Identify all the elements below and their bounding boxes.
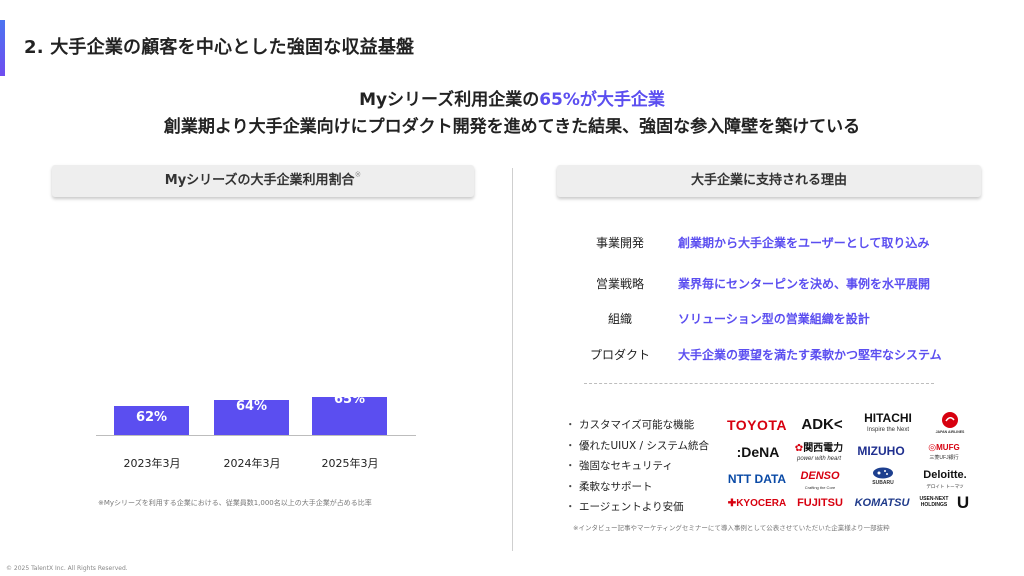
feature-text: 強固なセキュリティ [579, 460, 673, 472]
mizuho-logo: MIZUHO [857, 444, 905, 458]
reason-row: 事業開発 創業期から大手企業をユーザーとして取り込み [560, 234, 980, 254]
category-label: 2025年3月 [321, 457, 379, 470]
feature-text: 優れたUIUX / システム統合 [579, 439, 710, 452]
kyocera-logo: ✚KYOCERA [726, 498, 788, 509]
dena-dot-icon: : [736, 444, 742, 460]
headline-highlight: 65%が大手企業 [539, 90, 665, 110]
deloitte-logo: Deloitte. デロイト トーマツ [916, 468, 974, 492]
bullet: ・ [565, 460, 576, 472]
kansai-flower-icon: ✿ [794, 443, 804, 454]
feature-text: エージェントより安価 [579, 501, 684, 513]
category-label: 2024年3月 [223, 457, 281, 470]
usen-u-logo: U [956, 493, 970, 512]
reason-row: 営業戦略 業界毎にセンターピンを決め、事例を水平展開 [560, 275, 980, 295]
reason-row: プロダクト 大手企業の要望を満たす柔軟かつ堅牢なシステム [560, 346, 980, 366]
left-panel-header: Myシリーズの大手企業利用割合※ [52, 165, 474, 197]
mufg-circle-icon: ◎ [928, 442, 937, 452]
adk-arrow-icon: < [833, 416, 843, 433]
headline: Myシリーズ利用企業の65%が大手企業 [0, 85, 1024, 110]
bar-value-label: 64% [235, 399, 268, 415]
reason-value: ソリューション型の営業組織を設計 [678, 312, 870, 326]
deloitte-logo-sub: デロイト トーマツ [926, 484, 964, 489]
right-footnote: ※インタビュー記事やマーケティングセミナーにて導入事例として公表させていただいた… [573, 524, 890, 532]
toyota-logo: TOYOTA [726, 417, 788, 433]
subaru-logo-text: SUBARU [872, 480, 894, 486]
kyocera-logo-text: KYOCERA [736, 498, 787, 509]
chart-baseline [96, 435, 416, 436]
feature-item: ・エージェントより安価 [565, 499, 709, 520]
jal-crane-icon [942, 412, 958, 428]
chart-bar [312, 396, 387, 435]
mufg-logo-sub: 三菱UFJ銀行 [929, 455, 959, 461]
hitachi-logo-text: HITACHI [864, 411, 912, 425]
feature-list: ・カスタマイズ可能な機能 ・優れたUIUX / システム統合 ・強固なセキュリテ… [565, 417, 709, 520]
feature-item: ・カスタマイズ可能な機能 [565, 417, 709, 438]
adk-logo-text: ADK [801, 416, 834, 433]
reason-row: 組織 ソリューション型の営業組織を設計 [560, 310, 980, 330]
vertical-divider [512, 168, 513, 551]
reason-key: 営業戦略 [595, 277, 644, 291]
reason-value: 大手企業の要望を満たす柔軟かつ堅牢なシステム [678, 348, 942, 362]
denso-logo: DENSO Crafting the Core [790, 469, 850, 493]
subaru-star-icon [873, 467, 893, 479]
bullet: ・ [565, 419, 576, 431]
fujitsu-logo: FUJITSU [797, 497, 843, 509]
feature-item: ・優れたUIUX / システム統合 [565, 438, 709, 459]
kansai-logo-text: 関西電力 [803, 443, 844, 454]
bullet: ・ [565, 501, 576, 513]
feature-item: ・強固なセキュリティ [565, 458, 709, 479]
category-label: 2023年3月 [123, 457, 181, 470]
feature-item: ・柔軟なサポート [565, 479, 709, 500]
client-logo-grid: TOYOTA ADK< HITACHI Inspire the Next JAPA… [726, 411, 976, 516]
dena-logo-text: DeNA [741, 444, 780, 460]
deloitte-logo-text: Deloitte. [923, 469, 967, 481]
mufg-logo: ◎MUFG 三菱UFJ銀行 [920, 441, 968, 463]
reason-value: 業界毎にセンターピンを決め、事例を水平展開 [678, 277, 931, 291]
left-panel-header-text: Myシリーズの大手企業利用割合 [164, 173, 355, 188]
feature-text: 柔軟なサポート [579, 480, 653, 493]
mufg-logo-text: MUFG [936, 443, 960, 452]
reason-key: 事業開発 [595, 236, 644, 250]
left-footnote: ※Myシリーズを利用する企業における、従業員数1,000名以上の大手企業が占める… [98, 499, 372, 507]
hitachi-logo: HITACHI Inspire the Next [854, 412, 922, 436]
headline-prefix: Myシリーズ利用企業の [359, 90, 540, 110]
left-panel-header-mark: ※ [354, 170, 362, 179]
nttdata-logo: NTT DATA [727, 472, 787, 486]
kyocera-mark-icon: ✚ [727, 498, 737, 509]
reason-key: プロダクト [589, 348, 650, 362]
kansai-electric-logo: ✿関西電力 power with heart [786, 441, 852, 465]
feature-text: カスタマイズ可能な機能 [579, 419, 695, 431]
hitachi-logo-sub: Inspire the Next [866, 427, 910, 433]
copyright: © 2025 TalentX Inc. All Rights Reserved. [6, 565, 128, 572]
slide-title: 2. 大手企業の顧客を中心とした強固な収益基盤 [24, 37, 415, 58]
denso-logo-sub: Crafting the Core [804, 485, 836, 490]
reason-value: 創業期から大手企業をユーザーとして取り込み [678, 236, 930, 250]
subheadline: 創業期より大手企業向けにプロダクト開発を進めてきた結果、強固な参入障壁を築けてい… [163, 117, 861, 137]
bullet: ・ [565, 480, 576, 493]
bar-value-label: 65% [333, 391, 366, 407]
komatsu-logo: KOMATSU [854, 497, 910, 509]
bar-value-label: 62% [135, 410, 168, 426]
jal-logo-text: JAPAN AIRLINES [935, 430, 965, 434]
bullet: ・ [565, 439, 576, 452]
kansai-logo-sub: power with heart [796, 456, 842, 462]
denso-logo-text: DENSO [800, 470, 840, 482]
reason-key: 組織 [607, 312, 632, 326]
right-panel-header: 大手企業に支持される理由 [557, 165, 981, 197]
usen-next-logo: USEN-NEXT HOLDINGS [919, 496, 949, 508]
jal-logo: JAPAN AIRLINES [928, 411, 972, 435]
subaru-logo: SUBARU [858, 467, 908, 487]
chart-bar [114, 405, 189, 435]
adk-logo: ADK< [794, 416, 850, 433]
title-accent-bar [0, 20, 5, 76]
dena-logo: :DeNA [730, 444, 786, 460]
dotted-divider [584, 383, 934, 384]
bar-chart: 62% 2023年3月 64% 2024年3月 65% 2025年3月 [96, 225, 416, 475]
chart-bar [214, 399, 289, 435]
